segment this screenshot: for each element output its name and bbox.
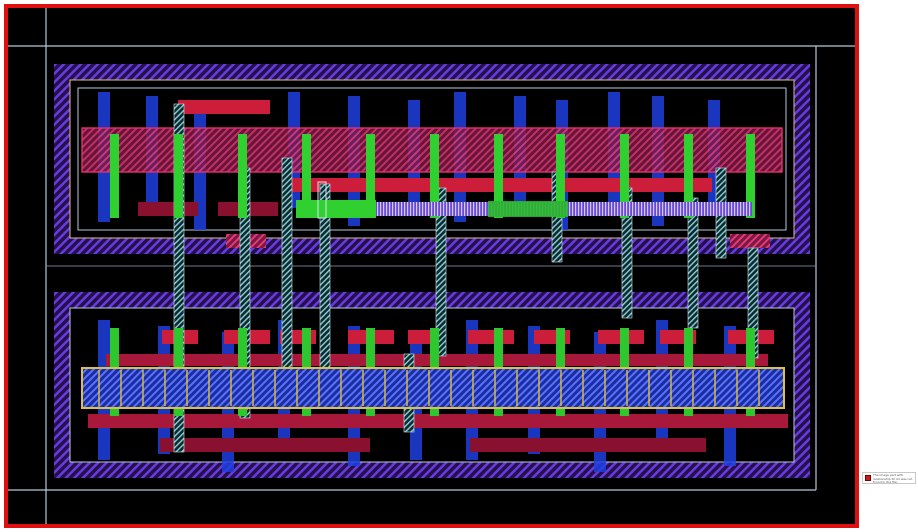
via-column-top [620,134,629,218]
via-column-top [174,134,183,218]
via-column-top [556,134,565,218]
layout-frame [4,4,859,528]
poly-gate [435,187,447,357]
broken-image-icon [865,475,871,481]
poly-gates [173,103,759,453]
via-column-top [238,134,247,218]
via-column-top [494,134,503,218]
via-column-top [366,134,375,218]
via-column-top [302,134,311,218]
via-column-top [110,134,119,218]
broken-image-text: The image part with relationship ID rId … [873,473,913,484]
via-column-top [746,134,755,218]
ic-layout-diagram [8,8,855,524]
contact-bar-bottom [81,367,785,409]
contact-pad [468,330,514,344]
via-columns-top [110,134,755,218]
metal-strap-top [296,181,752,219]
broken-image-placeholder: The image part with relationship ID rId … [862,472,916,484]
contact-pads-bottom [162,330,774,344]
via-column-top [684,134,693,218]
via-column-top [430,134,439,218]
poly-gate [173,103,185,453]
